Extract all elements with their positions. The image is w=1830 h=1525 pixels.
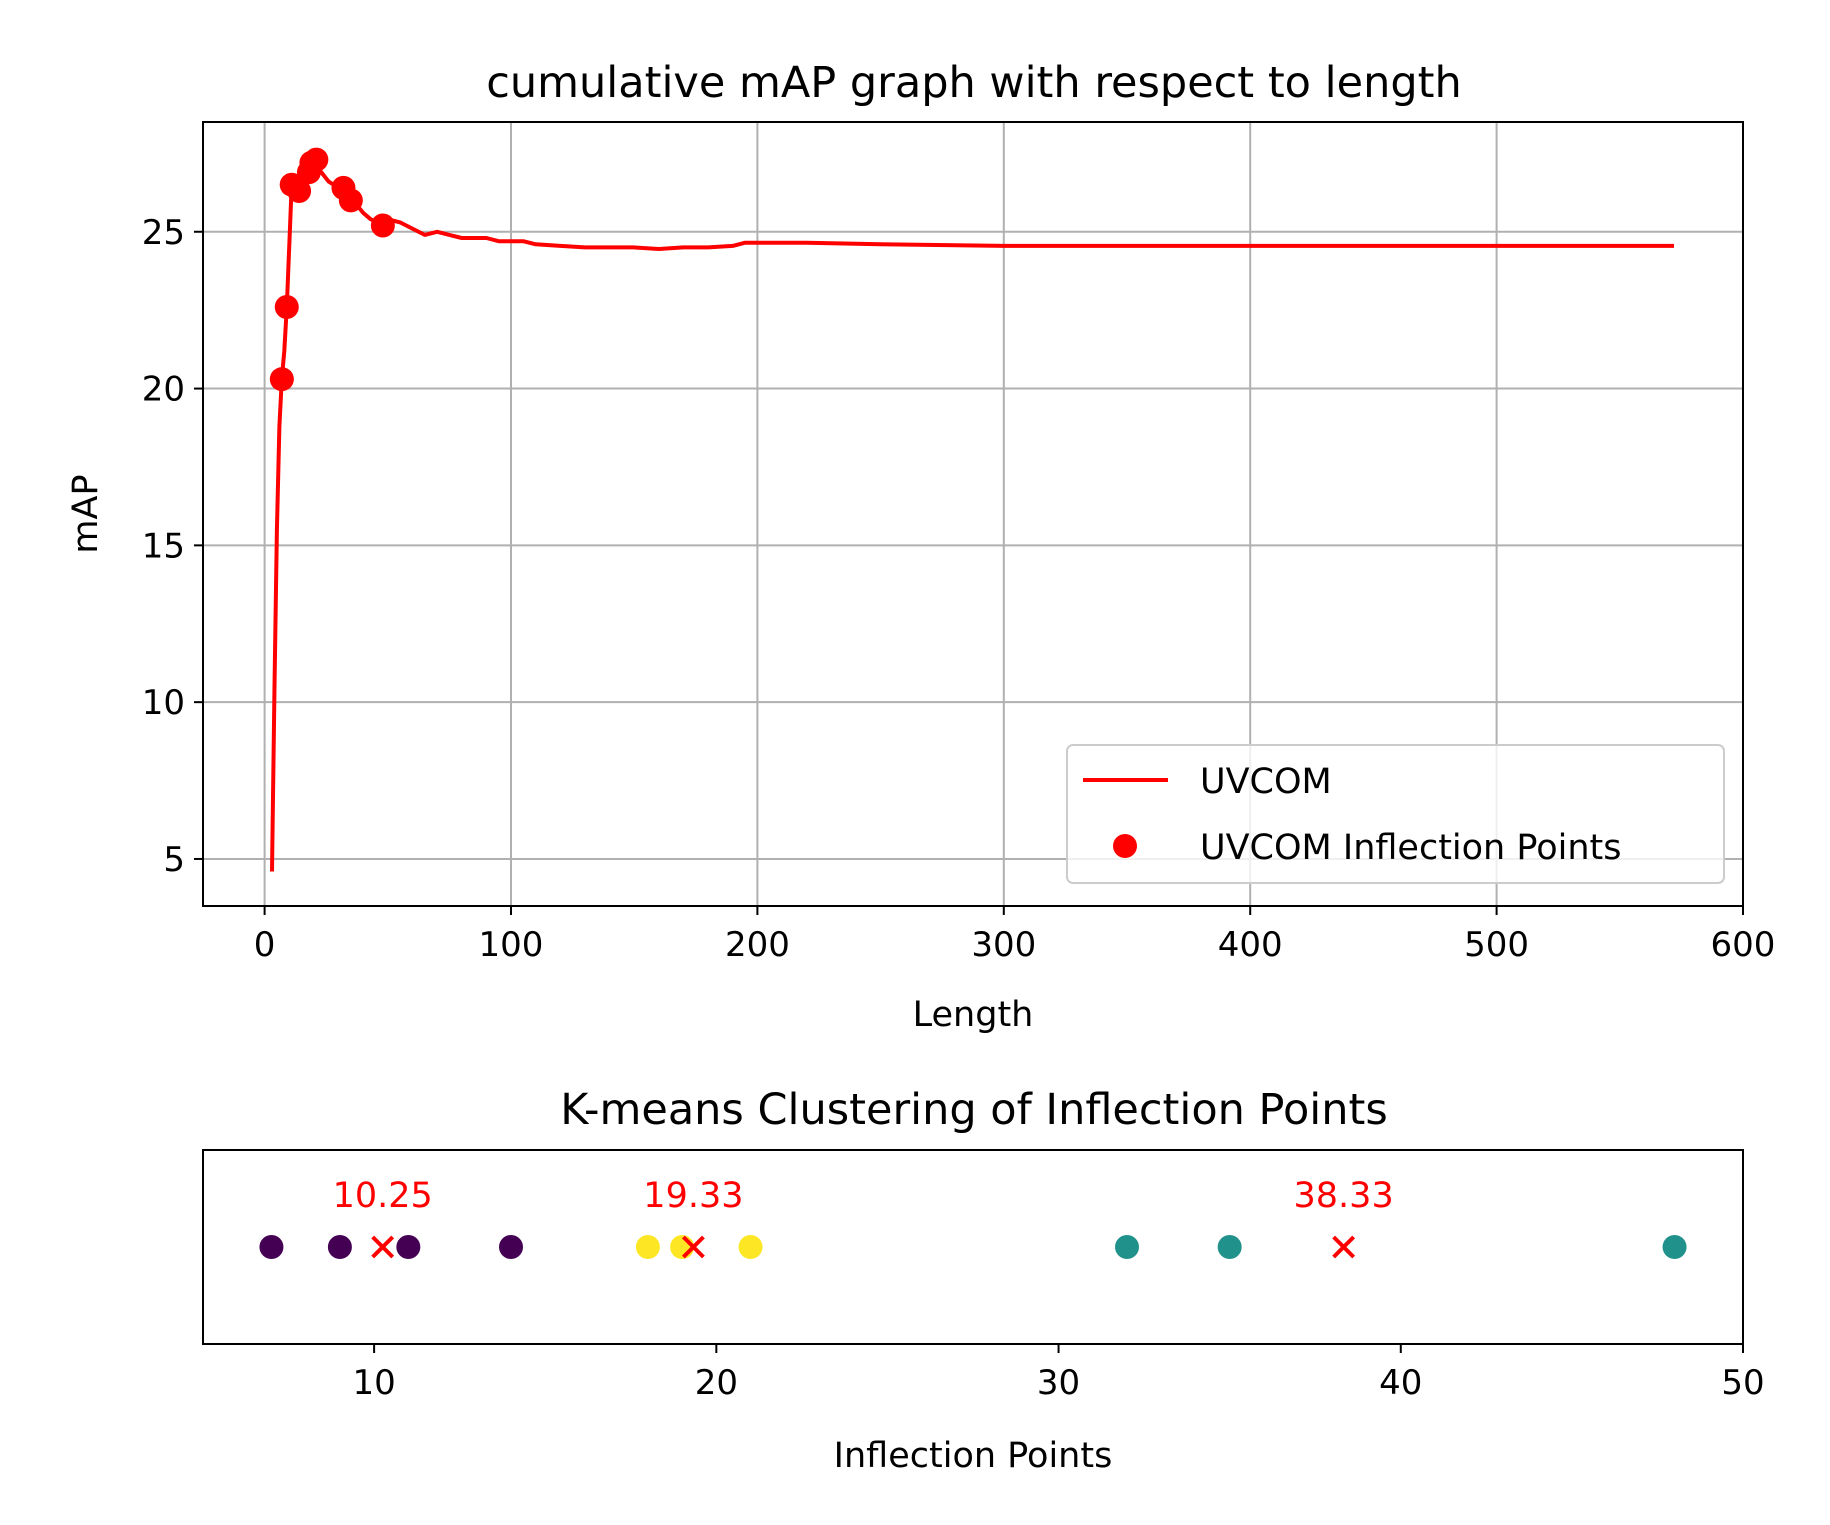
centroid-x-marker <box>681 1235 705 1259</box>
top-gridlines <box>203 122 1743 906</box>
centroid-x-stroke <box>681 1235 705 1259</box>
bottom-chart-title: K-means Clustering of Inflection Points <box>560 1085 1387 1135</box>
centroid-value-label: 38.33 <box>1294 1176 1394 1216</box>
inflection-point-marker <box>304 147 329 172</box>
x-tick-label: 500 <box>1464 925 1529 965</box>
map-line-chart: cumulative mAP graph with respect to len… <box>66 58 1775 1035</box>
centroid-value-label: 10.25 <box>333 1176 433 1216</box>
bottom-x-axis-label: Inflection Points <box>834 1436 1113 1476</box>
bottom-axis-ticks: 10 20 30 40 50 <box>352 1344 1765 1403</box>
inflection-point-marker <box>274 295 299 320</box>
centroid-x-stroke <box>371 1235 395 1259</box>
top-chart-title: cumulative mAP graph with respect to len… <box>486 58 1461 108</box>
top-plot-frame <box>202 121 1744 907</box>
y-tick-label: 25 <box>142 213 185 253</box>
x-tick-label: 400 <box>1218 925 1283 965</box>
bottom-x-tick-label: 10 <box>352 1363 395 1403</box>
cluster-point-marker <box>1217 1235 1242 1259</box>
bottom-x-tick-label: 50 <box>1721 1363 1764 1403</box>
inflection-point-marker <box>338 188 363 213</box>
bottom-marks-layer: 10.25 19.33 38.33 <box>259 1176 1687 1259</box>
x-tick-label: 0 <box>254 925 276 965</box>
inflection-point-marker <box>269 367 294 392</box>
centroid-value-label: 19.33 <box>643 1176 743 1216</box>
cluster-point-marker <box>499 1235 523 1259</box>
x-tick-label: 600 <box>1711 925 1776 965</box>
cluster-point-marker <box>396 1235 421 1259</box>
top-legend: UVCOM UVCOM Inflection Points <box>1066 744 1725 884</box>
inflection-point-marker <box>370 213 395 238</box>
y-tick-label: 20 <box>142 370 185 410</box>
bottom-plot-frame <box>202 1149 1744 1345</box>
inflection-point-marker <box>287 178 312 203</box>
y-tick-label: 10 <box>142 683 185 723</box>
top-series-layer <box>269 147 1674 872</box>
cluster-point-marker <box>327 1235 352 1259</box>
centroid-x-marker <box>371 1235 395 1259</box>
cluster-point-marker <box>1662 1235 1687 1259</box>
legend-label-inflection-points: UVCOM Inflection Points <box>1200 828 1622 868</box>
cluster-point-marker <box>635 1235 660 1259</box>
y-tick-label: 15 <box>142 526 185 566</box>
cluster-point-marker <box>259 1235 284 1259</box>
x-tick-label: 100 <box>479 925 544 965</box>
cluster-point-marker <box>738 1235 763 1259</box>
bottom-x-tick-label: 40 <box>1379 1363 1422 1403</box>
top-x-axis-label: Length <box>913 995 1034 1035</box>
x-tick-label: 300 <box>971 925 1036 965</box>
legend-box <box>1066 744 1725 884</box>
top-axis-ticks: 0 100 200 300 400 500 600 5 10 15 20 25 <box>142 213 1776 965</box>
y-tick-label: 5 <box>163 840 185 880</box>
bottom-x-tick-label: 30 <box>1037 1363 1080 1403</box>
cluster-point-marker <box>1115 1235 1139 1259</box>
top-y-axis-label: mAP <box>66 474 106 553</box>
centroid-x-stroke <box>1332 1235 1356 1259</box>
legend-label-uvcom: UVCOM <box>1200 762 1332 802</box>
bottom-x-tick-label: 20 <box>695 1363 738 1403</box>
centroid-x-marker <box>1332 1235 1356 1259</box>
legend-marker-swatch <box>1113 834 1137 858</box>
x-tick-label: 200 <box>725 925 790 965</box>
cluster-point-marker <box>670 1235 695 1259</box>
kmeans-scatter-chart: K-means Clustering of Inflection Points … <box>202 1085 1765 1476</box>
